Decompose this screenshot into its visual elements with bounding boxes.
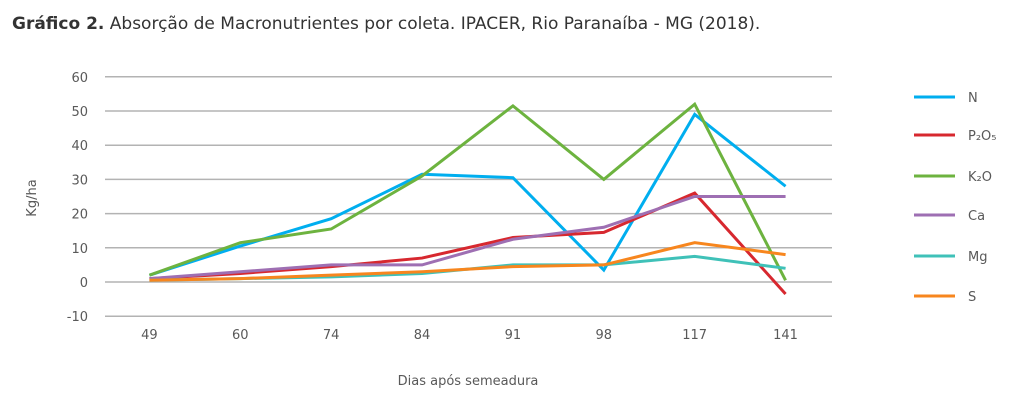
chart-title: Gráfico 2. Absorção de Macronutrientes p… xyxy=(12,14,760,34)
x-tick-label: 98 xyxy=(596,328,613,343)
y-tick-label: 40 xyxy=(71,139,88,154)
x-axis-label: Dias após semeadura xyxy=(398,374,539,389)
legend-label: Ca xyxy=(968,209,985,224)
x-tick-label: 91 xyxy=(505,328,522,343)
legend-label: K₂O xyxy=(968,170,992,185)
x-tick-label: 49 xyxy=(141,328,158,343)
x-tick-label: 141 xyxy=(773,328,798,343)
y-tick-label: 30 xyxy=(71,173,88,188)
chart-title-label: Gráfico 2. xyxy=(12,14,105,34)
legend-label: Mg xyxy=(968,250,987,265)
y-tick-label: 50 xyxy=(71,105,88,120)
y-tick-label: 20 xyxy=(71,208,88,223)
x-tick-label: 60 xyxy=(232,328,249,343)
y-tick-label: -10 xyxy=(67,310,88,325)
series-line-3 xyxy=(149,195,786,281)
x-tick-label: 74 xyxy=(323,328,340,343)
y-tick-label: 60 xyxy=(71,71,88,86)
y-axis-label: Kg/ha xyxy=(25,179,40,216)
x-tick-label: 117 xyxy=(682,328,707,343)
series-line-1 xyxy=(149,191,787,295)
series-line-5 xyxy=(149,241,786,282)
x-tick-label: 84 xyxy=(414,328,431,343)
legend-label: N xyxy=(968,91,978,106)
chart-title-text: Absorção de Macronutrientes por coleta. … xyxy=(104,14,761,34)
y-tick-label: 10 xyxy=(71,242,88,257)
legend-label: S xyxy=(968,290,976,305)
legend-label: P₂O₅ xyxy=(968,129,997,144)
y-tick-label: 0 xyxy=(80,276,88,291)
series-line-2 xyxy=(148,101,787,281)
